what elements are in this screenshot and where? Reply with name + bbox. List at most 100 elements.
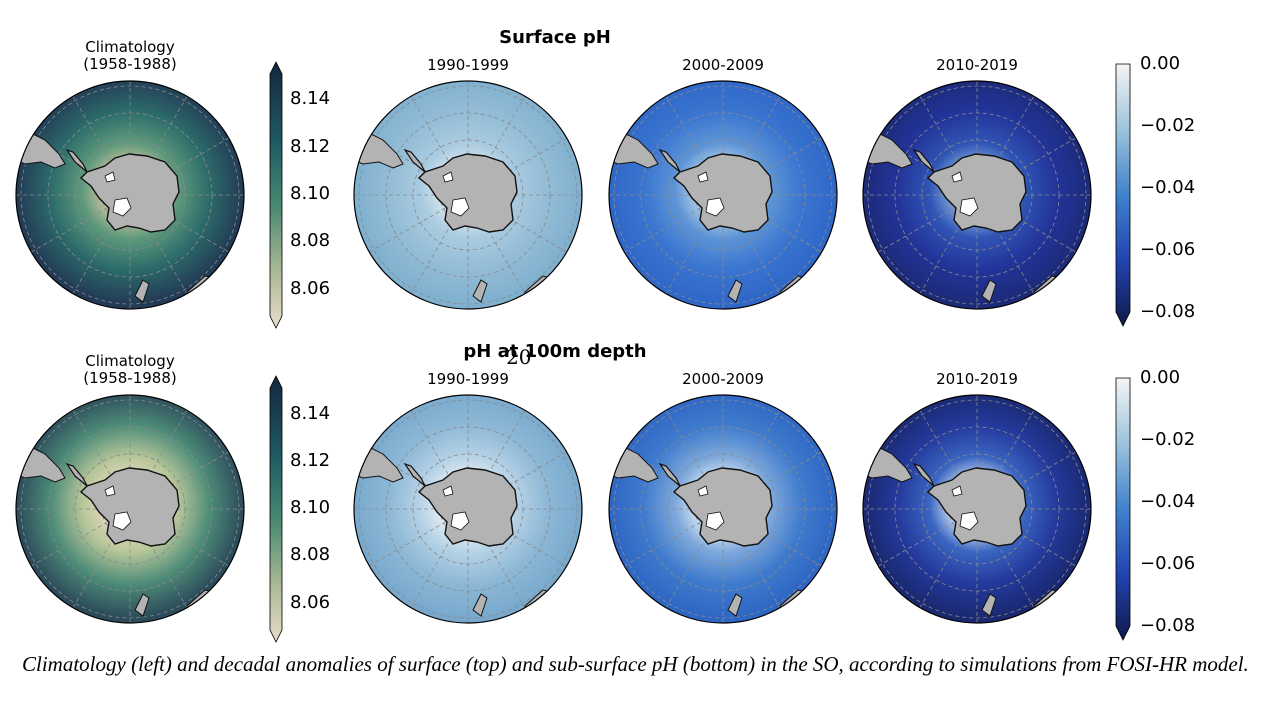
cbar-tick-label: 8.14: [290, 88, 331, 109]
panel-title-climatology-100m: Climatology (1958-1988): [60, 353, 200, 387]
ross-ice-shelf: [705, 511, 725, 531]
map-boundary: [15, 394, 245, 624]
cbar-tick-label: 8.06: [290, 278, 331, 299]
antarctica-landmass: [417, 153, 518, 233]
antarctica-landmass: [79, 467, 180, 547]
antarctic-peninsula: [65, 148, 88, 173]
panel-title-line1: Climatology: [85, 38, 175, 56]
figure-caption: Climatology (left) and decadal anomalies…: [22, 652, 1249, 676]
antarctica-landmass: [926, 467, 1027, 547]
ross-ice-shelf: [450, 197, 470, 217]
cbar-tick-label: 8.08: [290, 230, 331, 251]
weddell-ice-shelf: [951, 485, 963, 497]
panel-title-line2: (1958-1988): [83, 369, 177, 387]
cbar-tick-label: 8.06: [290, 592, 331, 613]
panel-title-2000s-surface: 2000-2009: [682, 56, 764, 74]
row-title-ph-100m: pH at 100m depth: [463, 341, 647, 362]
polar-map-2000s-100m: [608, 394, 838, 624]
antarctica-landmass: [79, 153, 180, 233]
antarctica-landmass: [672, 153, 773, 233]
map-boundary: [862, 394, 1092, 624]
graticule-circle: [358, 85, 578, 305]
weddell-ice-shelf: [104, 485, 116, 497]
cbar-tick-label: 0.00: [1140, 53, 1181, 74]
row-title-surface-ph: Surface pH: [499, 27, 611, 48]
polar-map-2010s-100m: [862, 394, 1092, 624]
cbar-tick-label: −0.02: [1140, 115, 1196, 136]
map-boundary: [353, 394, 583, 624]
cbar-tick-label: 8.10: [290, 183, 331, 204]
graticule-circle: [358, 399, 578, 619]
weddell-ice-shelf: [697, 171, 709, 183]
weddell-ice-shelf: [442, 485, 454, 497]
new-zealand-landmass: [981, 593, 997, 617]
cbar-tick-label: −0.08: [1140, 301, 1196, 322]
cbar-tick-label: −0.04: [1140, 177, 1196, 198]
antarctic-peninsula: [658, 148, 681, 173]
polar-map-climatology-100m: [15, 394, 245, 624]
polar-map-1990s-100m: [353, 394, 583, 624]
panel-title-1990s-100m: 1990-1999: [427, 370, 509, 388]
polar-map-2000s-surface: [608, 80, 838, 310]
new-zealand-landmass: [981, 279, 997, 303]
weddell-ice-shelf: [951, 171, 963, 183]
ross-ice-shelf: [705, 197, 725, 217]
antarctic-peninsula: [912, 462, 935, 487]
graticule-circle: [867, 399, 1087, 619]
graticule-circle: [20, 85, 240, 305]
cbar-tick-label: 0.00: [1140, 367, 1181, 388]
slide-number: 20: [506, 345, 532, 369]
cbar-tick-label: −0.02: [1140, 429, 1196, 450]
graticule-circle: [613, 85, 833, 305]
graticule-circle: [867, 85, 1087, 305]
cbar-tick-label: −0.06: [1140, 239, 1196, 260]
map-boundary: [608, 80, 838, 310]
panel-title-line2: (1958-1988): [83, 55, 177, 73]
antarctic-peninsula: [403, 462, 426, 487]
new-zealand-landmass: [472, 593, 488, 617]
antarctic-peninsula: [912, 148, 935, 173]
map-boundary: [353, 80, 583, 310]
colorbar-anomaly-surface: [1115, 63, 1131, 327]
polar-map-1990s-surface: [353, 80, 583, 310]
new-zealand-landmass: [134, 593, 150, 617]
new-zealand-landmass: [727, 279, 743, 303]
graticule-circle: [613, 399, 833, 619]
cbar-tick-label: −0.06: [1140, 553, 1196, 574]
polar-map-climatology-surface: [15, 80, 245, 310]
panel-title-2000s-100m: 2000-2009: [682, 370, 764, 388]
ross-ice-shelf: [450, 511, 470, 531]
cbar-tick-label: −0.08: [1140, 615, 1196, 636]
new-zealand-landmass: [727, 593, 743, 617]
map-boundary: [608, 394, 838, 624]
antarctica-landmass: [417, 467, 518, 547]
panel-title-2010s-surface: 2010-2019: [936, 56, 1018, 74]
cbar-tick-label: 8.14: [290, 403, 331, 424]
panel-title-1990s-surface: 1990-1999: [427, 56, 509, 74]
panel-title-2010s-100m: 2010-2019: [936, 370, 1018, 388]
cbar-tick-label: 8.12: [290, 136, 331, 157]
ross-ice-shelf: [959, 511, 979, 531]
cbar-tick-label: 8.08: [290, 544, 331, 565]
new-zealand-landmass: [472, 279, 488, 303]
new-zealand-landmass: [134, 279, 150, 303]
weddell-ice-shelf: [442, 171, 454, 183]
ross-ice-shelf: [112, 197, 132, 217]
ross-ice-shelf: [959, 197, 979, 217]
antarctica-landmass: [672, 467, 773, 547]
antarctic-peninsula: [658, 462, 681, 487]
panel-title-line1: Climatology: [85, 352, 175, 370]
colorbar-anomaly-100m: [1115, 377, 1131, 641]
cbar-tick-label: 8.10: [290, 497, 331, 518]
antarctic-peninsula: [65, 462, 88, 487]
ross-ice-shelf: [112, 511, 132, 531]
cbar-tick-label: −0.04: [1140, 491, 1196, 512]
graticule-circle: [20, 399, 240, 619]
antarctic-peninsula: [403, 148, 426, 173]
colorbar-climatology-100m: [269, 375, 283, 643]
cbar-tick-label: 8.12: [290, 450, 331, 471]
weddell-ice-shelf: [697, 485, 709, 497]
map-boundary: [862, 80, 1092, 310]
map-boundary: [15, 80, 245, 310]
polar-map-2010s-surface: [862, 80, 1092, 310]
